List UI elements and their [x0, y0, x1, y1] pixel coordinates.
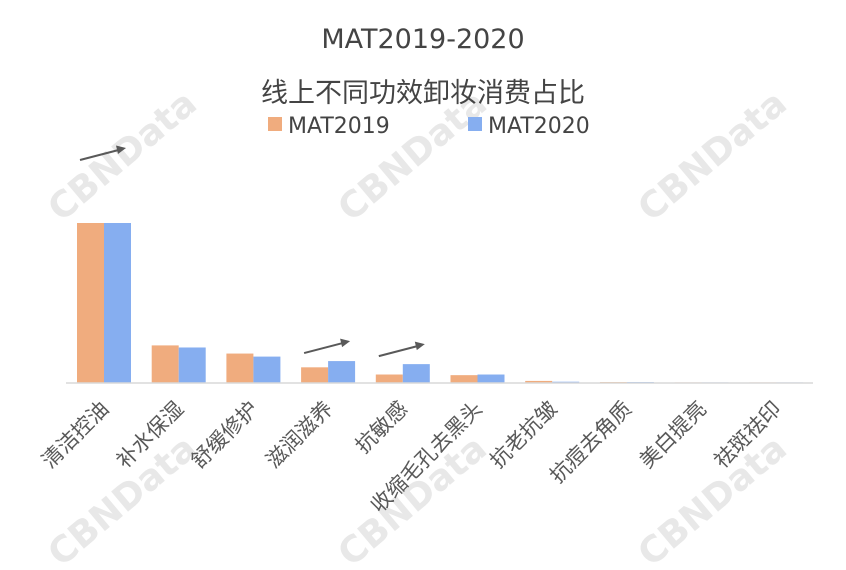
- bar-mat2020-1: [178, 347, 206, 383]
- trend-arrow-4: [378, 341, 425, 358]
- category-label-6: 抗老抗皱: [485, 397, 561, 473]
- bar-mat2020-5: [477, 374, 505, 383]
- watermark-text: CBNData: [41, 83, 205, 230]
- watermark-text: CBNData: [331, 428, 495, 570]
- bar-mat2019-3: [301, 367, 329, 383]
- bar-mat2020-2: [253, 356, 281, 383]
- category-label-2: 舒缓修护: [187, 397, 263, 473]
- trend-arrow-3: [303, 338, 351, 355]
- chart-title: MAT2019-2020: [321, 24, 524, 55]
- category-label-4: 抗敏感: [351, 397, 413, 459]
- chart-subtitle: 线上不同功效卸妆消费占比: [261, 78, 585, 109]
- watermark-text: CBNData: [631, 83, 795, 230]
- legend-swatch-mat2019: [268, 117, 282, 131]
- category-label-0: 清洁控油: [37, 397, 113, 473]
- legend-swatch-mat2020: [468, 117, 482, 131]
- category-label-8: 美白提亮: [635, 397, 711, 473]
- trend-arrow-0: [79, 145, 126, 161]
- bar-mat2019-6: [525, 380, 553, 383]
- bar-mat2019-5: [450, 375, 478, 383]
- trend-arrows: [79, 145, 425, 358]
- category-label-3: 滋润滋养: [261, 397, 337, 473]
- bar-mat2019-1: [151, 345, 179, 383]
- bar-mat2020-3: [328, 361, 356, 383]
- bar-mat2019-0: [77, 223, 104, 383]
- bar-mat2019-2: [226, 353, 254, 383]
- category-label-7: 抗痘去角质: [545, 397, 636, 488]
- legend-label-mat2019: MAT2019: [288, 114, 390, 139]
- bar-mat2020-4: [402, 364, 430, 383]
- bars: [77, 223, 804, 383]
- legend-label-mat2020: MAT2020: [488, 114, 590, 139]
- legend: MAT2019 MAT2020: [268, 114, 590, 139]
- bar-mat2020-0: [104, 223, 131, 383]
- bar-mat2019-4: [375, 374, 403, 383]
